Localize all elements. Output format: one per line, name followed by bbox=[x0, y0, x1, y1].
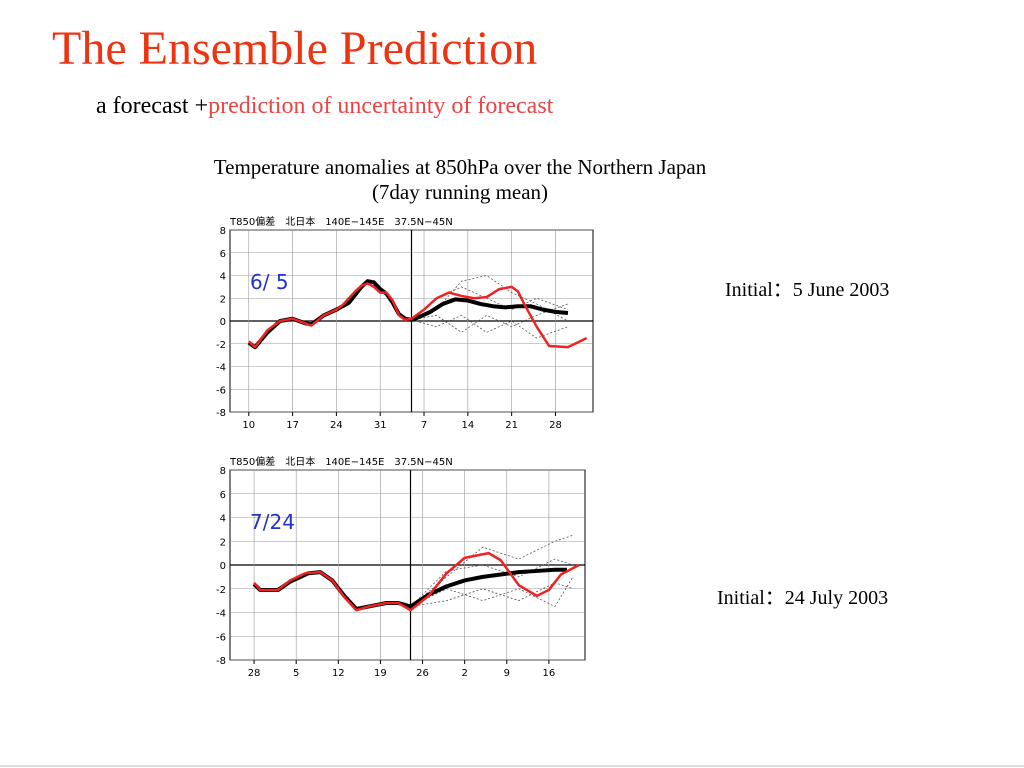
y-tick-label: 6 bbox=[220, 490, 226, 501]
x-tick-label: 16 bbox=[543, 668, 556, 679]
y-tick-label: 4 bbox=[220, 514, 226, 525]
subtitle-plain: a forecast + bbox=[96, 93, 208, 119]
y-tick-label: 8 bbox=[220, 226, 226, 237]
series-line bbox=[411, 314, 569, 339]
x-tick-label: 28 bbox=[549, 420, 562, 431]
series-line bbox=[411, 275, 569, 322]
y-tick-label: -4 bbox=[216, 609, 226, 620]
annotation: 6/ 5 bbox=[250, 270, 289, 294]
y-tick-label: -6 bbox=[216, 632, 226, 643]
y-tick-label: -2 bbox=[216, 585, 226, 596]
x-tick-label: 14 bbox=[461, 420, 474, 431]
caption: Temperature anomalies at 850hPa over the… bbox=[214, 155, 707, 179]
subtitle-highlight: prediction of uncertainty of forecast bbox=[208, 93, 554, 119]
caption: (7day running mean) bbox=[372, 180, 548, 204]
y-tick-label: -2 bbox=[216, 340, 226, 351]
x-tick-label: 7 bbox=[421, 420, 427, 431]
slide-title: The Ensemble Prediction bbox=[52, 22, 537, 75]
series-line bbox=[411, 303, 569, 333]
x-tick-label: 10 bbox=[242, 420, 255, 431]
y-tick-label: 0 bbox=[220, 561, 226, 572]
y-tick-label: -8 bbox=[216, 408, 226, 419]
initial-label: Initial：5 June 2003 bbox=[725, 279, 889, 301]
series-line bbox=[247, 282, 588, 349]
chart-title: T850偏差 北日本 140E−145E 37.5N−45N bbox=[229, 455, 453, 468]
initial-label: Initial：24 July 2003 bbox=[717, 587, 888, 609]
subtitle: a forecast +prediction of uncertainty of… bbox=[96, 93, 554, 119]
y-tick-label: 2 bbox=[220, 294, 226, 305]
y-tick-label: 2 bbox=[220, 537, 226, 548]
x-tick-label: 26 bbox=[416, 668, 429, 679]
y-tick-label: -4 bbox=[216, 363, 226, 374]
y-tick-label: 0 bbox=[220, 317, 226, 328]
chart-title: T850偏差 北日本 140E−145E 37.5N−45N bbox=[229, 215, 453, 228]
x-tick-label: 28 bbox=[248, 668, 261, 679]
series-line bbox=[410, 558, 574, 607]
x-tick-label: 21 bbox=[505, 420, 518, 431]
x-tick-label: 19 bbox=[374, 668, 387, 679]
x-tick-label: 24 bbox=[330, 420, 343, 431]
series-line bbox=[253, 551, 580, 612]
series-line bbox=[410, 534, 574, 607]
annotation: 7/24 bbox=[250, 510, 295, 534]
y-tick-label: 8 bbox=[220, 466, 226, 477]
series-line bbox=[410, 576, 574, 607]
y-tick-label: -6 bbox=[216, 385, 226, 396]
x-tick-label: 5 bbox=[293, 668, 299, 679]
y-tick-label: 6 bbox=[220, 249, 226, 260]
x-tick-label: 9 bbox=[504, 668, 510, 679]
x-tick-label: 31 bbox=[374, 420, 387, 431]
y-tick-label: 4 bbox=[220, 272, 226, 283]
x-tick-label: 17 bbox=[286, 420, 299, 431]
x-tick-label: 12 bbox=[332, 668, 345, 679]
x-tick-label: 2 bbox=[461, 668, 467, 679]
y-tick-label: -8 bbox=[216, 656, 226, 667]
